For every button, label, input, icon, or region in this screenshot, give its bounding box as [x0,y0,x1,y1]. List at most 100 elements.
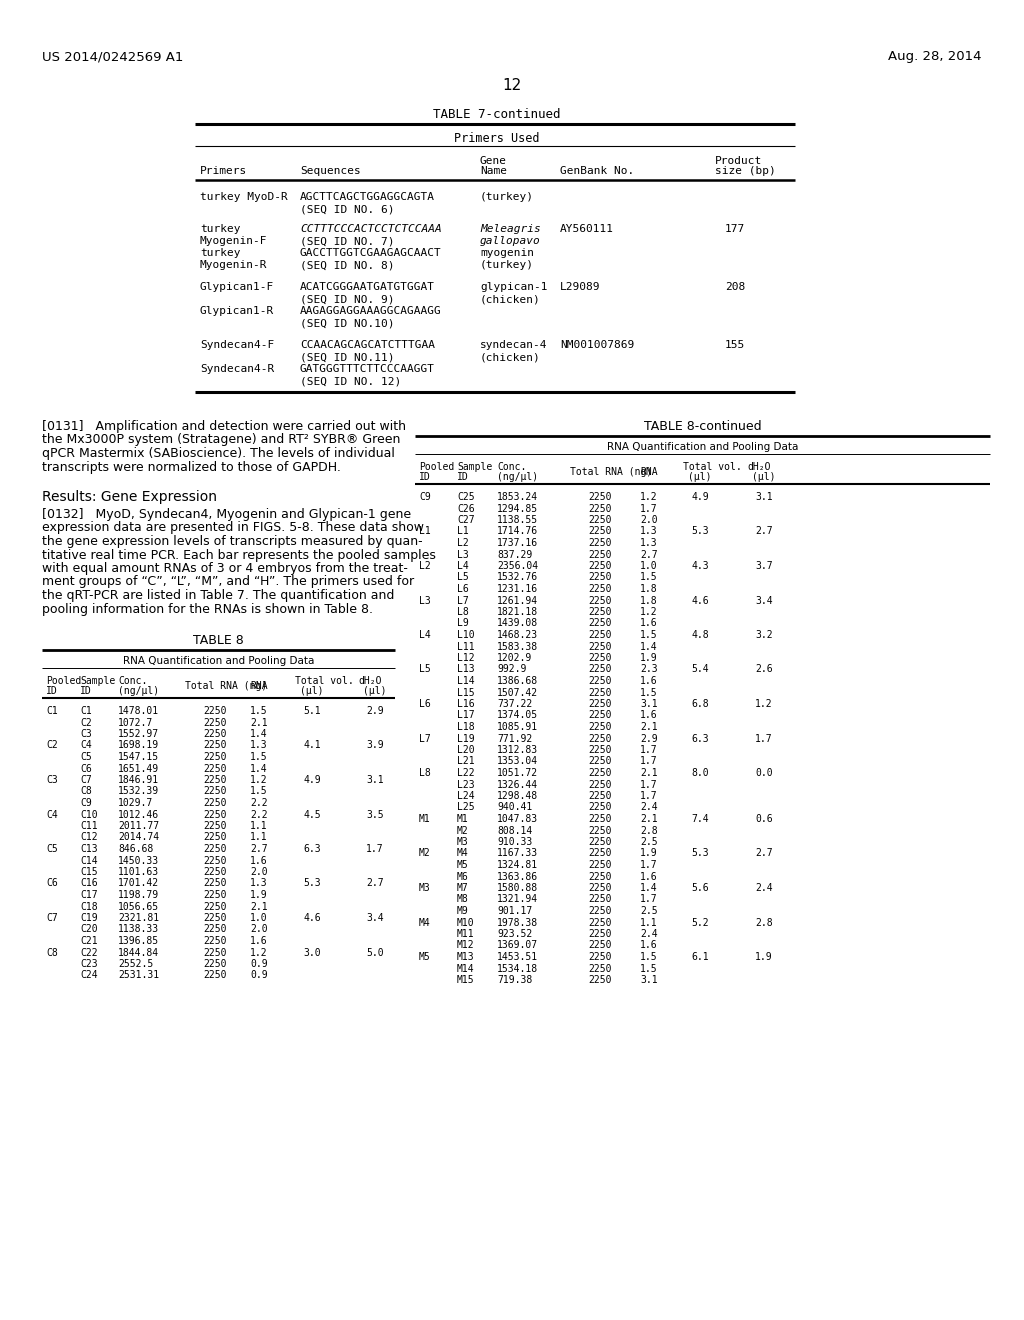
Text: Primers: Primers [200,166,247,176]
Text: L2: L2 [419,561,431,572]
Text: 1.7: 1.7 [640,780,657,789]
Text: 2250: 2250 [588,814,611,824]
Text: L4: L4 [419,630,431,640]
Text: 3.2: 3.2 [755,630,773,640]
Text: glypican-1: glypican-1 [480,282,548,292]
Text: 2250: 2250 [203,936,226,946]
Text: 3.9: 3.9 [366,741,384,751]
Text: 2250: 2250 [203,775,226,785]
Text: 2250: 2250 [588,871,611,882]
Text: 4.8: 4.8 [691,630,709,640]
Text: AY560111: AY560111 [560,224,614,234]
Text: TABLE 7-continued: TABLE 7-continued [433,108,561,121]
Text: 1326.44: 1326.44 [497,780,539,789]
Text: Sample: Sample [80,676,116,686]
Text: 1.2: 1.2 [640,607,657,616]
Text: 1374.05: 1374.05 [497,710,539,721]
Text: titative real time PCR. Each bar represents the pooled samples: titative real time PCR. Each bar represe… [42,549,436,561]
Text: 771.92: 771.92 [497,734,532,743]
Text: 1714.76: 1714.76 [497,527,539,536]
Text: 1.5: 1.5 [640,952,657,962]
Text: the gene expression levels of transcripts measured by quan-: the gene expression levels of transcript… [42,535,423,548]
Text: C9: C9 [80,799,92,808]
Text: L9: L9 [457,619,469,628]
Text: 2356.04: 2356.04 [497,561,539,572]
Text: Meleagris: Meleagris [480,224,541,234]
Text: 719.38: 719.38 [497,975,532,985]
Text: C1: C1 [80,706,92,715]
Text: C13: C13 [80,843,97,854]
Text: 2.7: 2.7 [366,879,384,888]
Text: Myogenin-F: Myogenin-F [200,236,267,246]
Text: 1.5: 1.5 [640,688,657,697]
Text: (ng/μl): (ng/μl) [118,686,159,696]
Text: 6.3: 6.3 [303,843,321,854]
Text: ID: ID [457,473,469,482]
Text: 1.6: 1.6 [640,676,657,686]
Text: Total vol.: Total vol. [295,676,353,686]
Text: 2250: 2250 [203,729,226,739]
Text: 2.8: 2.8 [755,917,773,928]
Text: Aug. 28, 2014: Aug. 28, 2014 [889,50,982,63]
Text: RNA: RNA [640,467,657,477]
Text: M8: M8 [457,895,469,904]
Text: M13: M13 [457,952,475,962]
Text: C11: C11 [80,821,97,832]
Text: 1532.76: 1532.76 [497,573,539,582]
Text: 1363.86: 1363.86 [497,871,539,882]
Text: 1198.79: 1198.79 [118,890,159,900]
Text: 737.22: 737.22 [497,700,532,709]
Text: 2250: 2250 [203,960,226,969]
Text: (SEQ ID NO.10): (SEQ ID NO.10) [300,318,394,327]
Text: L8: L8 [419,768,431,777]
Text: L1: L1 [457,527,469,536]
Text: 4.9: 4.9 [691,492,709,502]
Text: L5: L5 [419,664,431,675]
Text: Results: Gene Expression: Results: Gene Expression [42,490,217,504]
Text: Syndecan4-R: Syndecan4-R [200,364,274,374]
Text: ID: ID [80,686,92,696]
Text: 4.6: 4.6 [691,595,709,606]
Text: 2.7: 2.7 [250,843,267,854]
Text: 2250: 2250 [588,664,611,675]
Text: C4: C4 [80,741,92,751]
Text: 2250: 2250 [588,895,611,904]
Text: 1507.42: 1507.42 [497,688,539,697]
Text: the qRT-PCR are listed in Table 7. The quantification and: the qRT-PCR are listed in Table 7. The q… [42,589,394,602]
Text: L10: L10 [457,630,475,640]
Text: (SEQ ID NO. 9): (SEQ ID NO. 9) [300,294,394,304]
Text: 3.1: 3.1 [755,492,773,502]
Text: M12: M12 [457,940,475,950]
Text: 8.0: 8.0 [691,768,709,777]
Text: 1.9: 1.9 [640,653,657,663]
Text: 2250: 2250 [588,849,611,858]
Text: 1.3: 1.3 [250,879,267,888]
Text: 1056.65: 1056.65 [118,902,159,912]
Text: (chicken): (chicken) [480,352,541,362]
Text: C24: C24 [80,970,97,981]
Text: 5.1: 5.1 [303,706,321,715]
Text: 1978.38: 1978.38 [497,917,539,928]
Text: 2531.31: 2531.31 [118,970,159,981]
Text: 2250: 2250 [588,676,611,686]
Text: C6: C6 [80,763,92,774]
Text: 2250: 2250 [588,492,611,502]
Text: 1.3: 1.3 [640,527,657,536]
Text: Glypican1-R: Glypican1-R [200,306,274,315]
Text: 1.0: 1.0 [250,913,267,923]
Text: Sample: Sample [457,462,493,473]
Text: C5: C5 [46,843,57,854]
Text: 1.7: 1.7 [640,503,657,513]
Text: 1453.51: 1453.51 [497,952,539,962]
Text: GACCTTGGTCGAAGAGCAACT: GACCTTGGTCGAAGAGCAACT [300,248,441,257]
Text: 1012.46: 1012.46 [118,809,159,820]
Text: M9: M9 [457,906,469,916]
Text: (turkey): (turkey) [480,191,534,202]
Text: 2250: 2250 [203,787,226,796]
Text: C6: C6 [46,879,57,888]
Text: 1.2: 1.2 [640,492,657,502]
Text: 1261.94: 1261.94 [497,595,539,606]
Text: M4: M4 [457,849,469,858]
Text: 2250: 2250 [588,607,611,616]
Text: 1386.68: 1386.68 [497,676,539,686]
